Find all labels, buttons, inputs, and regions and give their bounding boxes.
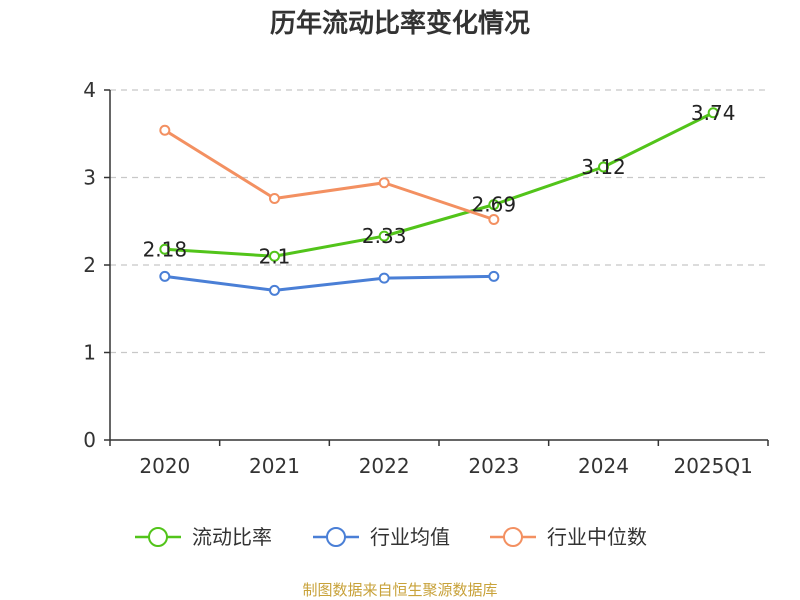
- data-point-2-2: [378, 177, 390, 189]
- data-point-0-0: [159, 243, 171, 255]
- x-axis-ticks: 2020 2021 2022 2023 2024 2025Q1: [109, 440, 769, 478]
- x-tick-label-2: 2022: [359, 454, 410, 478]
- data-point-1-3: [488, 270, 500, 282]
- x-tick-label-5: 2025Q1: [673, 454, 752, 478]
- data-label-0-5: 3.74: [691, 101, 736, 125]
- series-group: 2.18 2.1 2.33 2.69 3.12 3.74: [143, 101, 736, 296]
- data-label-0-4: 3.12: [581, 155, 626, 179]
- data-label-0-1: 2.1: [259, 244, 291, 268]
- data-point-2-0: [159, 124, 171, 136]
- data-point-1-2: [378, 272, 390, 284]
- series-line-1: [164, 274, 494, 292]
- data-point-2-1: [269, 193, 280, 204]
- data-point-0-3: [488, 199, 500, 211]
- data-point-2-3: [488, 214, 500, 225]
- y-tick-label-2: 2: [83, 253, 96, 277]
- x-tick-label-1: 2021: [249, 454, 300, 478]
- data-point-0-4: [598, 161, 609, 173]
- data-point-0-2: [378, 230, 390, 242]
- data-point-0-5: [707, 107, 719, 119]
- series-line-0: [164, 111, 714, 258]
- y-tick-label-4: 4: [83, 78, 96, 102]
- y-tick-label-3: 3: [83, 166, 96, 190]
- data-point-1-0: [159, 270, 171, 282]
- series-line-2: [164, 128, 495, 221]
- source-note: 制图数据来自恒生聚源数据库: [302, 581, 497, 599]
- legend-label-0: 流动比率: [192, 525, 272, 549]
- legend-label-2: 行业中位数: [547, 525, 647, 549]
- x-tick-label-4: 2024: [578, 454, 629, 478]
- y-axis-ticks: 0 1 2 3 4: [83, 78, 110, 452]
- legend-marker-2: [503, 527, 523, 547]
- data-label-0-3: 2.69: [472, 193, 517, 217]
- y-tick-label-0: 0: [83, 428, 96, 452]
- legend: 流动比率 行业均值 行业中位数: [135, 525, 647, 549]
- chart-title: 历年流动比率变化情况: [270, 8, 530, 39]
- x-tick-label-3: 2023: [468, 454, 519, 478]
- data-label-0-0: 2.18: [143, 237, 188, 261]
- data-point-1-1: [269, 284, 280, 296]
- legend-marker-1: [326, 527, 346, 547]
- x-tick-label-0: 2020: [139, 454, 190, 478]
- legend-label-1: 行业均值: [370, 525, 450, 549]
- legend-marker-0: [148, 527, 168, 547]
- data-point-0-1: [269, 250, 280, 262]
- data-label-0-2: 2.33: [362, 224, 407, 248]
- y-tick-label-1: 1: [83, 341, 96, 365]
